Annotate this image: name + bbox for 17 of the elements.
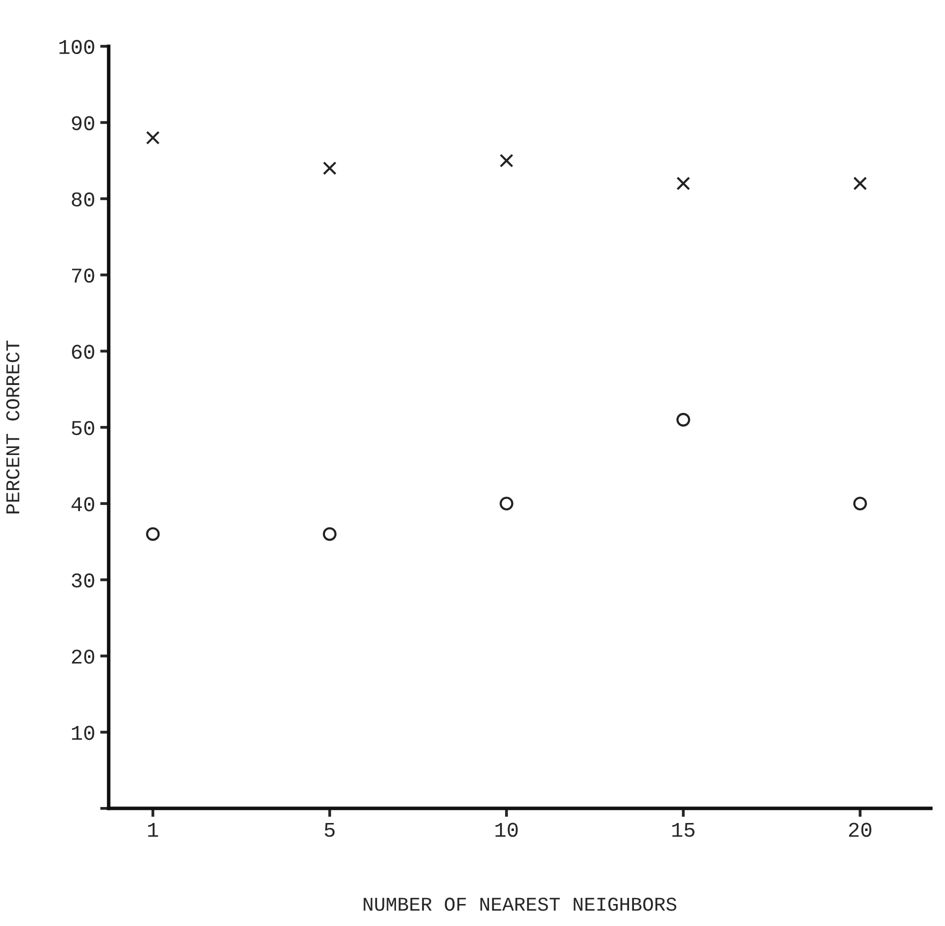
y-tick-label: 80 — [72, 192, 94, 206]
y-tick-label: 90 — [72, 116, 94, 130]
y-tick-label: 30 — [72, 573, 94, 588]
y-axis-title: PERCENT CORRECT — [6, 340, 20, 514]
y-tick-label: 20 — [72, 650, 94, 664]
x-axis-title: NUMBER OF NEAREST NEIGHBORS — [364, 898, 676, 911]
y-tick-label: 100 — [59, 40, 94, 54]
y-tick-label: 40 — [72, 497, 94, 512]
x-tick-label: 20 — [849, 822, 872, 837]
x-tick-label: 10 — [495, 822, 518, 837]
x-tick-label: 5 — [324, 822, 335, 837]
y-tick-label: 70 — [72, 268, 94, 283]
y-tick-label: 10 — [72, 726, 94, 740]
y-tick-label: 60 — [72, 344, 94, 359]
y-tick-label: 50 — [72, 420, 94, 436]
x-tick-label: 15 — [672, 822, 694, 837]
x-tick-label: 1 — [148, 822, 158, 837]
